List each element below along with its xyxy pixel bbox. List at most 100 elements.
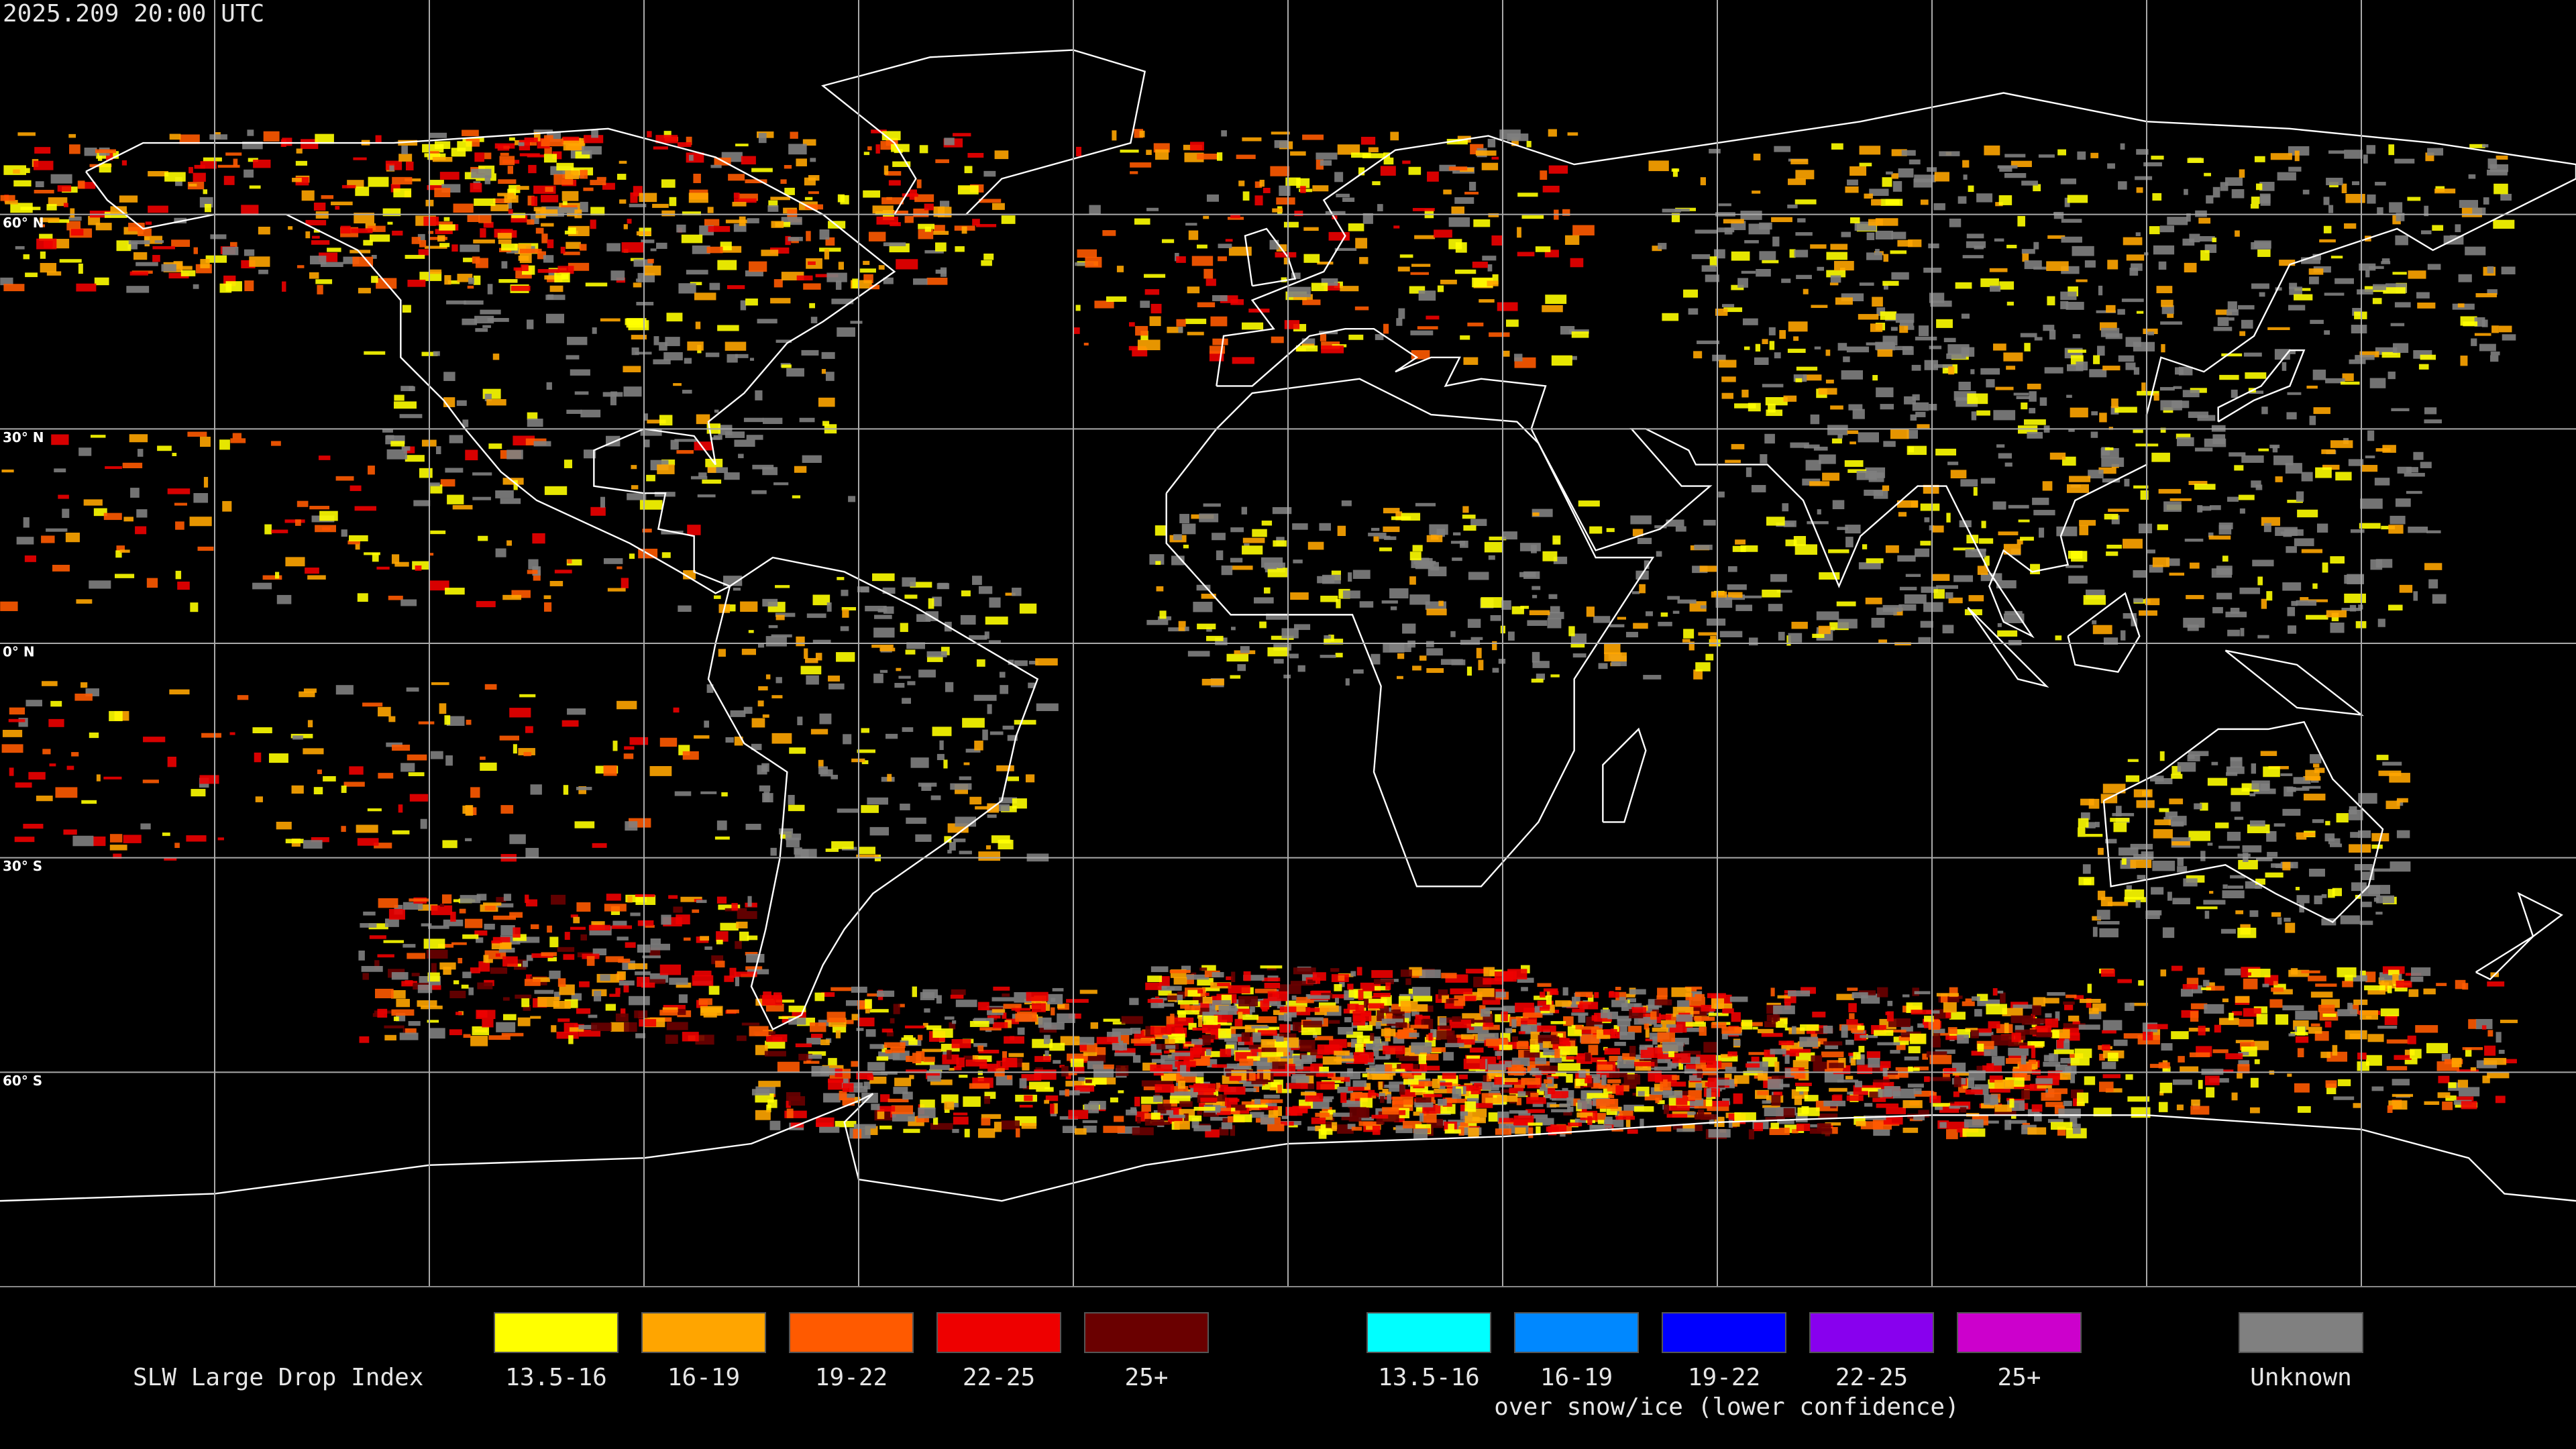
cloud-patch — [1746, 1063, 1760, 1068]
cloud-patch — [1872, 1097, 1886, 1102]
cloud-patch — [1571, 1012, 1589, 1016]
cloud-patch — [244, 280, 254, 292]
cloud-patch — [1078, 1077, 1085, 1081]
cloud-patch — [451, 244, 458, 252]
cloud-patch — [1419, 1016, 1430, 1020]
cloud-patch — [1188, 1022, 1197, 1030]
cloud-patch — [439, 904, 445, 907]
cloud-patch — [869, 1044, 884, 1049]
cloud-patch — [1277, 563, 1283, 569]
cloud-patch — [1770, 987, 1775, 997]
cloud-patch — [1238, 1012, 1243, 1020]
cloud-patch — [1198, 1016, 1203, 1028]
cloud-patch — [1912, 394, 1920, 400]
cloud-patch — [1792, 1060, 1809, 1070]
cloud-patch — [725, 219, 747, 223]
cloud-patch — [1201, 594, 1216, 599]
cloud-patch — [1338, 1026, 1353, 1035]
cloud-patch — [1667, 1063, 1677, 1069]
cloud-patch — [984, 1095, 990, 1104]
cloud-patch — [1752, 191, 1761, 194]
cloud-patch — [2206, 195, 2214, 204]
cloud-patch — [2277, 172, 2296, 181]
cloud-patch — [1348, 1086, 1370, 1091]
cloud-patch — [1715, 308, 1728, 316]
cloud-patch — [786, 1092, 801, 1102]
cloud-patch — [1177, 1010, 1199, 1015]
cloud-patch — [2133, 854, 2153, 859]
cloud-patch — [981, 1118, 991, 1126]
cloud-patch — [1692, 1007, 1710, 1014]
cloud-patch — [463, 1034, 471, 1038]
cloud-patch — [1691, 254, 1711, 260]
cloud-patch — [1888, 1018, 1911, 1027]
cloud-patch — [1269, 1087, 1277, 1091]
cloud-patch — [2097, 890, 2106, 900]
cloud-patch — [1396, 318, 1403, 326]
cloud-patch — [1212, 1064, 1227, 1068]
cloud-patch — [2241, 455, 2264, 463]
cloud-patch — [967, 152, 984, 158]
cloud-patch — [1488, 1112, 1498, 1122]
cloud-patch — [1633, 1016, 1657, 1025]
cloud-patch — [2377, 619, 2385, 627]
cloud-patch — [2284, 917, 2291, 922]
cloud-patch — [1179, 1101, 1193, 1108]
cloud-patch — [736, 921, 748, 928]
cloud-patch — [133, 252, 148, 260]
cloud-patch — [1748, 223, 1770, 235]
cloud-patch — [1307, 541, 1324, 550]
cloud-patch — [1774, 1061, 1780, 1073]
cloud-patch — [1193, 602, 1213, 612]
cloud-patch — [1410, 330, 1434, 335]
cloud-patch — [455, 1012, 462, 1016]
cloud-patch — [904, 1035, 914, 1039]
cloud-patch — [1205, 1049, 1212, 1056]
cloud-patch — [1715, 1055, 1738, 1062]
cloud-patch — [2195, 210, 2207, 217]
cloud-patch — [2257, 635, 2269, 639]
cloud-patch — [993, 986, 1010, 991]
cloud-patch — [2267, 851, 2278, 857]
cloud-patch — [2333, 1096, 2355, 1100]
cloud-patch — [1487, 264, 1493, 272]
cloud-patch — [2124, 478, 2130, 487]
cloud-patch — [2395, 498, 2411, 507]
cloud-patch — [633, 282, 642, 288]
cloud-patch — [383, 940, 405, 943]
cloud-patch — [541, 195, 559, 203]
cloud-patch — [936, 753, 945, 761]
cloud-patch — [1615, 1116, 1635, 1120]
cloud-patch — [2394, 158, 2415, 164]
cloud-patch — [1464, 1101, 1477, 1112]
cloud-patch — [2297, 1026, 2306, 1036]
cloud-patch — [2183, 617, 2205, 628]
cloud-patch — [295, 160, 308, 166]
cloud-patch — [659, 1010, 678, 1016]
cloud-patch — [462, 129, 479, 136]
cloud-patch — [1322, 1107, 1332, 1112]
cloud-patch — [1178, 621, 1186, 631]
cloud-patch — [1970, 1030, 1979, 1038]
cloud-patch — [168, 272, 189, 279]
cloud-patch — [1784, 1055, 1790, 1064]
cloud-patch — [706, 246, 723, 254]
cloud-patch — [1743, 595, 1762, 598]
cloud-patch — [521, 264, 529, 272]
cloud-patch — [1953, 1091, 1960, 1097]
cloud-patch — [1482, 256, 1497, 261]
cloud-patch — [2135, 900, 2141, 908]
cloud-patch — [1350, 971, 1356, 977]
cloud-patch — [1415, 502, 1436, 506]
cloud-patch — [2226, 772, 2238, 776]
cloud-patch — [1065, 1074, 1071, 1079]
cloud-patch — [1547, 618, 1562, 629]
cloud-patch — [1836, 994, 1854, 1000]
cloud-patch — [1837, 619, 1858, 629]
cloud-patch — [2287, 606, 2296, 616]
cloud-patch — [1610, 1107, 1621, 1112]
cloud-patch — [1356, 1107, 1366, 1118]
cloud-patch — [924, 250, 944, 254]
cloud-patch — [1159, 985, 1182, 991]
cloud-patch — [2231, 802, 2241, 812]
